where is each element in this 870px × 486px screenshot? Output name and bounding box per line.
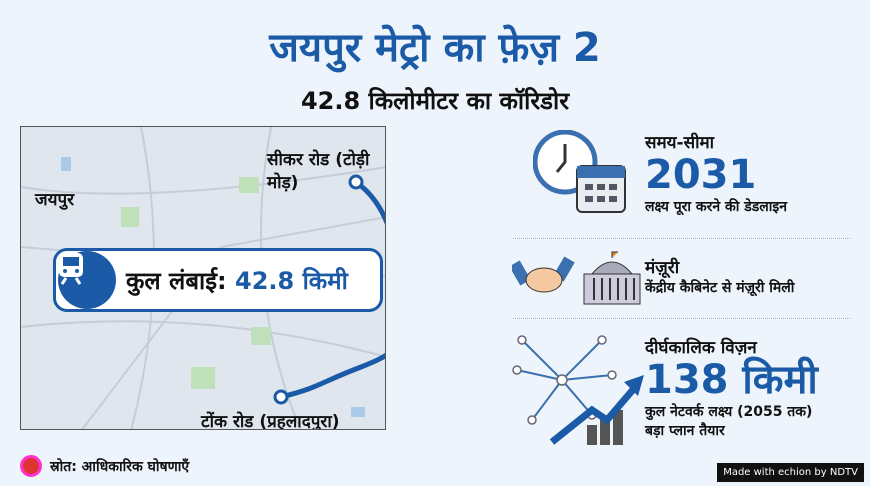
- clock-calendar-icon: [533, 130, 626, 213]
- deadline-heading: समय-सीमा: [645, 133, 715, 153]
- approval-heading: मंज़ूरी: [645, 258, 680, 278]
- route-map: सीकर रोड (टोड़ी मोड़) जयपुर टोंक रोड (प्…: [20, 126, 386, 430]
- start-station-label: सीकर रोड (टोड़ी मोड़): [267, 150, 370, 193]
- credit-badge: Made with echion by NDTV: [717, 463, 864, 482]
- network-growth-icon: [512, 335, 644, 445]
- callout-value: 42.8 किमी: [235, 266, 348, 295]
- length-callout: कुल लंबाई: 42.8 किमी: [53, 248, 383, 312]
- source-note: स्रोत: आधिकारिक घोषणाएँ: [20, 455, 189, 477]
- callout-label: कुल लंबाई:: [126, 266, 227, 295]
- metro-logo-icon: [20, 455, 42, 477]
- city-label: जयपुर: [35, 190, 75, 210]
- page-title: जयपुर मेट्रो का फ़ेज़ 2: [269, 25, 601, 71]
- divider: [513, 238, 850, 239]
- source-text: स्रोत: आधिकारिक घोषणाएँ: [50, 458, 190, 475]
- metro-route: [280, 179, 385, 400]
- approval-desc: केंद्रीय कैबिनेट से मंज़ूरी मिली: [645, 280, 795, 296]
- deadline-desc: लक्ष्य पूरा करने की डेडलाइन: [645, 199, 788, 215]
- divider: [513, 318, 850, 319]
- vision-desc-2: बड़ा प्लान तैयार: [645, 423, 725, 439]
- train-icon: [58, 251, 116, 309]
- deadline-value: 2031: [645, 152, 757, 198]
- end-station-label: टोंक रोड (प्रहलादपुरा): [201, 412, 340, 430]
- vision-heading: दीर्घकालिक विज़न: [645, 338, 757, 358]
- vision-desc-1: कुल नेटवर्क लक्ष्य (2055 तक): [645, 404, 813, 420]
- vision-value: 138 किमी: [645, 357, 818, 403]
- page-subtitle: 42.8 किलोमीटर का कॉरिडोर: [300, 87, 570, 115]
- handshake-building-icon: [512, 251, 641, 305]
